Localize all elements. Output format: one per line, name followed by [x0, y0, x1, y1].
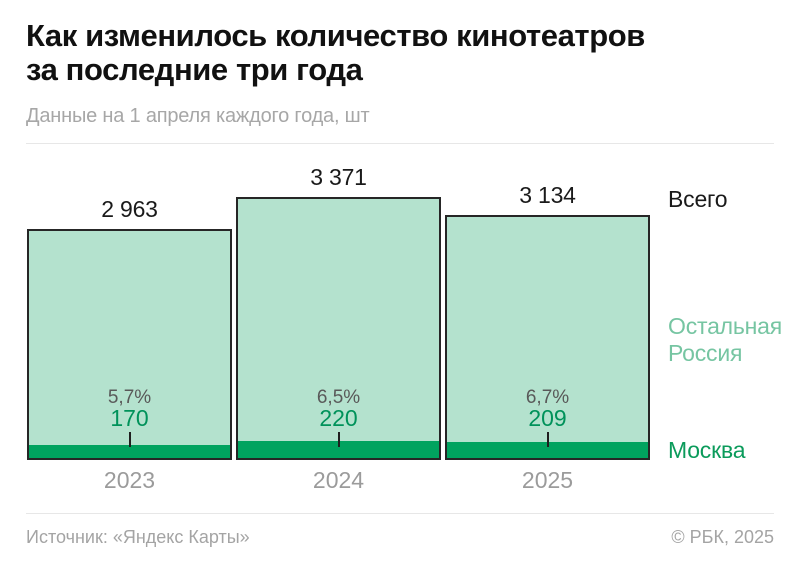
- bar-2024: [236, 197, 441, 460]
- moscow-label-tick: [129, 432, 131, 447]
- page-title: Как изменилось количество кинотеатров за …: [26, 19, 645, 87]
- header-divider: [26, 143, 774, 144]
- moscow-label-tick: [547, 432, 549, 447]
- bar-2023: [27, 229, 232, 460]
- moscow-label-tick: [338, 432, 340, 447]
- copyright-credit: © РБК, 2025: [671, 527, 774, 547]
- page-title-line1: Как изменилось количество кинотеатров: [26, 18, 645, 53]
- legend-moscow-label: Москва: [668, 437, 746, 463]
- moscow-pct-label: 6,7%: [525, 387, 570, 408]
- moscow-segment-2023: [29, 445, 230, 458]
- page-title-line2: за последние три года: [26, 52, 363, 87]
- total-value-label: 3 134: [519, 182, 576, 208]
- moscow-segment-2025: [447, 442, 648, 458]
- moscow-value-label: 209: [528, 405, 567, 431]
- moscow-pct-label: 6,5%: [316, 387, 361, 408]
- moscow-value-label: 220: [319, 405, 358, 431]
- x-axis-label: 2024: [312, 467, 365, 493]
- footer-divider: [26, 513, 774, 514]
- legend-rest-of-russia-label: Остальная Россия: [668, 313, 783, 366]
- source-credit: Источник: «Яндекс Карты»: [26, 527, 250, 547]
- x-axis-label: 2023: [103, 467, 156, 493]
- moscow-value-label: 170: [110, 405, 149, 431]
- moscow-segment-2024: [238, 441, 439, 458]
- total-value-label: 3 371: [310, 164, 367, 190]
- chart-subtitle: Данные на 1 апреля каждого года, шт: [26, 105, 370, 127]
- bar-2025: [445, 215, 650, 460]
- legend-total-label: Всего: [668, 186, 728, 212]
- x-axis-label: 2025: [521, 467, 574, 493]
- moscow-pct-label: 5,7%: [107, 387, 152, 408]
- total-value-label: 2 963: [101, 196, 158, 222]
